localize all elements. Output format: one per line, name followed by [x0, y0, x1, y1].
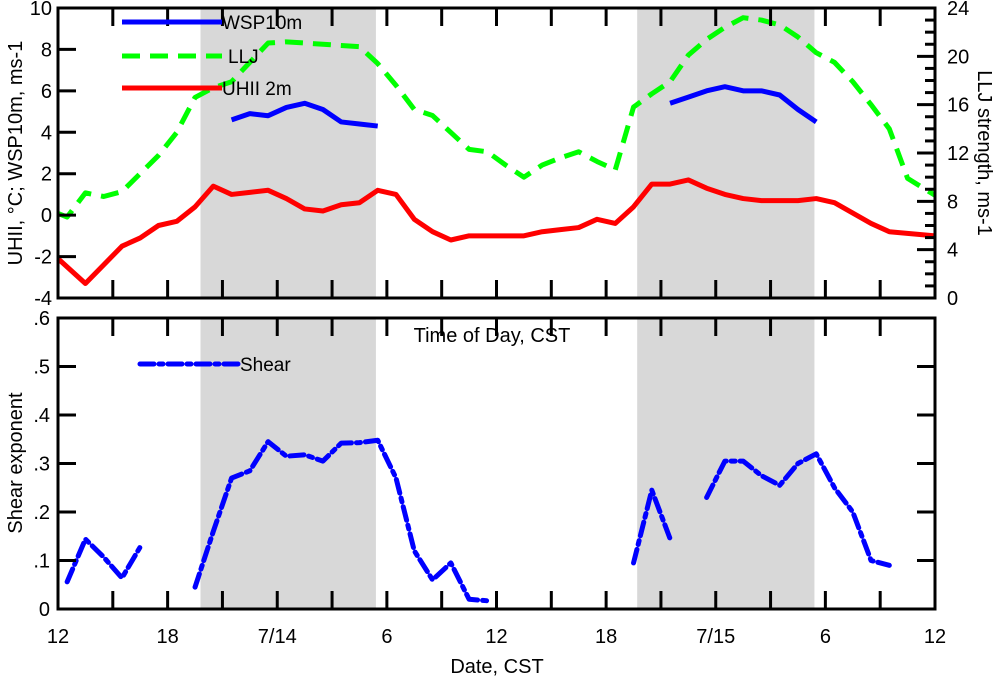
y-tick-label-right: 8 [947, 191, 958, 213]
y-tick-label-right: 4 [947, 240, 958, 262]
y-tick-label-bottom: 0 [39, 599, 50, 621]
y-tick-label-bottom: .6 [33, 308, 50, 330]
x-tick-label: 6 [820, 626, 831, 648]
y-tick-label-left: 10 [30, 0, 52, 20]
series-line-shear [64, 536, 143, 585]
x-tick-label: 12 [47, 626, 69, 648]
y-tick-label-right: 16 [947, 95, 969, 117]
legend: WSP10m LLJ UHII 2m Shear [122, 13, 302, 376]
series-line-uhii-2m [56, 177, 936, 286]
y-tick-label-bottom: .4 [33, 405, 50, 427]
y-tick-label-left: 2 [41, 164, 52, 186]
y-tick-label-left: -2 [34, 247, 52, 269]
y-tick-label-left: 0 [41, 205, 52, 227]
y-tick-label-left: 8 [41, 39, 52, 61]
y-tick-label-right: 0 [947, 288, 958, 310]
y-tick-label-right: 12 [947, 143, 969, 165]
night-shading-top [200, 8, 376, 298]
series-line-llj [57, 15, 937, 220]
legend-label-wsp10m: WSP10m [222, 13, 302, 34]
y-tick-label-right: 20 [947, 46, 969, 68]
y-tick-label-bottom: .2 [33, 502, 50, 524]
series-line-wsp10m [669, 84, 818, 124]
bottom-y-axis-title: Shear exponent [5, 392, 27, 534]
series-layer [56, 15, 937, 604]
legend-label-uhii-2m: UHII 2m [222, 79, 292, 100]
x-tick-label: 6 [381, 626, 392, 648]
y-tick-label-left: -4 [34, 288, 52, 310]
y-tick-label-bottom: .3 [33, 454, 50, 476]
series-line-shear [192, 437, 490, 604]
legend-label-llj: LLJ [228, 47, 259, 68]
top-x-axis-title: Time of Day, CST [414, 325, 571, 347]
legend-label-shear: Shear [240, 355, 291, 376]
y-tick-label-right: 24 [947, 0, 969, 20]
y-tick-label-bottom: .5 [33, 357, 50, 379]
x-tick-label: 7/15 [696, 626, 735, 648]
y-tick-label-bottom: .1 [33, 551, 50, 573]
x-tick-label: 12 [485, 626, 507, 648]
right-y-axis-title: LLJ strength, ms-1 [973, 70, 995, 236]
series-line-shear [704, 451, 892, 568]
night-shading-top [637, 8, 815, 298]
top-y-axis-title: UHII, °C; WSP10m, ms-1 [5, 41, 27, 266]
series-line-wsp10m [230, 100, 379, 129]
y-tick-label-left: 6 [41, 81, 52, 103]
night-shading [200, 8, 815, 609]
x-tick-label: 7/14 [258, 626, 297, 648]
series-line-shear [631, 487, 673, 566]
bottom-x-axis-title: Date, CST [450, 656, 543, 678]
x-tick-label: 18 [157, 626, 179, 648]
x-tick-label: 18 [595, 626, 617, 648]
x-tick-label: 12 [924, 626, 946, 648]
labels: Time of Day, CST Date, CST UHII, °C; WSP… [5, 41, 995, 678]
y-tick-label-left: 4 [41, 122, 52, 144]
